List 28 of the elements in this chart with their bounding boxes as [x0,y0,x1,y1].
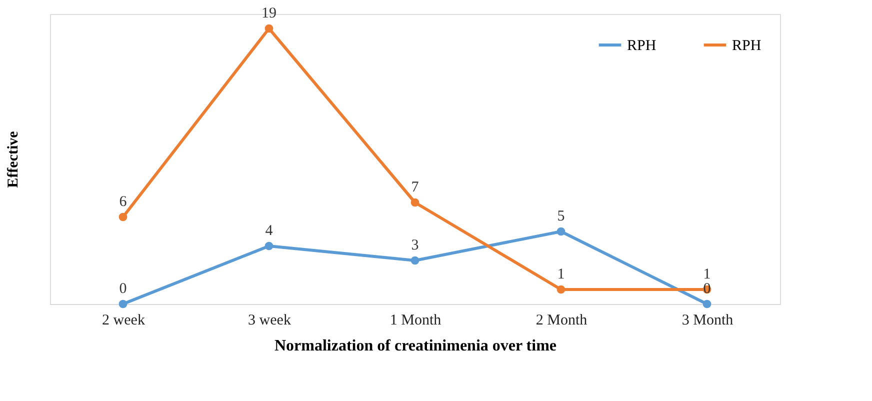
legend-label: RPH [732,38,762,54]
point [702,300,712,308]
x-tick-label: 1 Month [390,312,442,328]
x-tick-label: 3 Month [682,312,734,328]
point [410,198,420,207]
point [556,227,566,236]
data-label: 0 [119,281,127,297]
point [264,242,274,250]
x-tick-label: 2 week [102,312,146,328]
data-label: 7 [411,180,420,196]
data-label: 5 [557,208,565,224]
point [410,256,420,265]
data-label: 0 [703,281,711,297]
x-tick-label: 3 week [248,312,292,328]
y-axis-title: Effective [6,130,22,188]
point [264,24,274,33]
x-tick-label: 2 Month [536,312,588,328]
data-label: 3 [411,238,419,254]
x-axis-title: Normalization of creatinimenia over time [274,338,556,354]
point [118,300,128,308]
data-label: 1 [703,266,711,282]
data-label: 1 [557,266,565,282]
point [118,212,128,222]
data-label: 6 [119,194,128,210]
data-label: 4 [265,223,274,239]
point [556,285,566,294]
legend-label: RPH [627,38,656,54]
data-label: 19 [262,6,276,22]
